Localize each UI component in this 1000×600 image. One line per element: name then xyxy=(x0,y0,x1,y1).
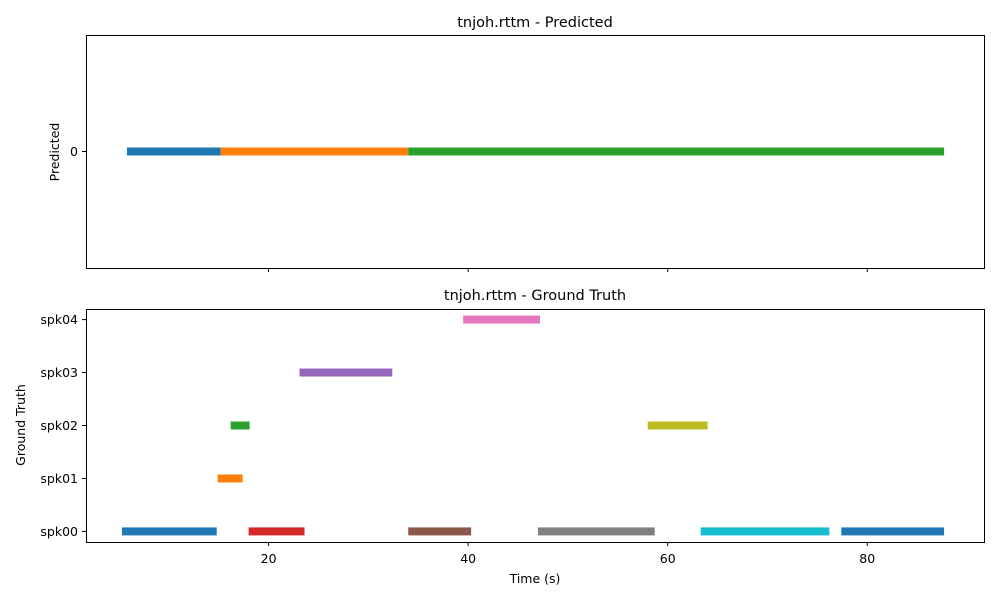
ground-truth-segment-spk00 xyxy=(537,527,655,536)
ground-truth-panel: tnjoh.rttm - Ground Truth Ground Truth T… xyxy=(13,288,985,586)
ground-truth-segment-spk02 xyxy=(230,421,250,430)
ground-truth-segment-spk00 xyxy=(700,527,830,536)
ground-truth-xtick-label: 80 xyxy=(859,551,875,566)
ground-truth-segment-spk00 xyxy=(841,527,945,536)
ground-truth-ytick-label: spk03 xyxy=(40,365,78,380)
predicted-segment-0 xyxy=(408,147,945,156)
ground-truth-xtick-label: 40 xyxy=(460,551,476,566)
ground-truth-ytick-label: spk02 xyxy=(40,418,78,433)
ground-truth-segment-spk04 xyxy=(463,315,540,324)
predicted-panel: tnjoh.rttm - Predicted Predicted 0 xyxy=(47,15,985,272)
ground-truth-ytick-label: spk01 xyxy=(40,471,78,486)
predicted-segments xyxy=(126,147,945,156)
predicted-yticks: 0 xyxy=(70,144,86,159)
ground-truth-segment-spk00 xyxy=(408,527,472,536)
ground-truth-xtick-label: 20 xyxy=(261,551,277,566)
predicted-title: tnjoh.rttm - Predicted xyxy=(457,15,613,31)
ground-truth-yticks: spk00 spk01 spk02 spk03 spk04 xyxy=(40,312,86,539)
ground-truth-segment-spk00 xyxy=(121,527,217,536)
ground-truth-segment-spk03 xyxy=(299,368,393,377)
ground-truth-title: tnjoh.rttm - Ground Truth xyxy=(444,288,626,304)
ground-truth-ytick-label: spk04 xyxy=(40,312,78,327)
ground-truth-segments xyxy=(121,315,945,536)
predicted-axes-frame xyxy=(86,35,985,269)
ground-truth-axes-frame xyxy=(86,309,985,543)
ground-truth-xticks: 20 40 60 80 xyxy=(261,542,875,566)
predicted-segment-0 xyxy=(126,147,221,156)
ground-truth-ytick-label: spk00 xyxy=(40,524,78,539)
predicted-ytick-label: 0 xyxy=(70,144,78,159)
x-axis-label: Time (s) xyxy=(509,571,561,586)
predicted-segment-0 xyxy=(220,147,409,156)
ground-truth-ylabel: Ground Truth xyxy=(13,384,28,466)
ground-truth-segment-spk01 xyxy=(217,474,243,483)
ground-truth-xtick-label: 60 xyxy=(660,551,676,566)
ground-truth-segment-spk02 xyxy=(647,421,708,430)
ground-truth-segment-spk00 xyxy=(248,527,305,536)
predicted-ylabel: Predicted xyxy=(47,123,62,182)
